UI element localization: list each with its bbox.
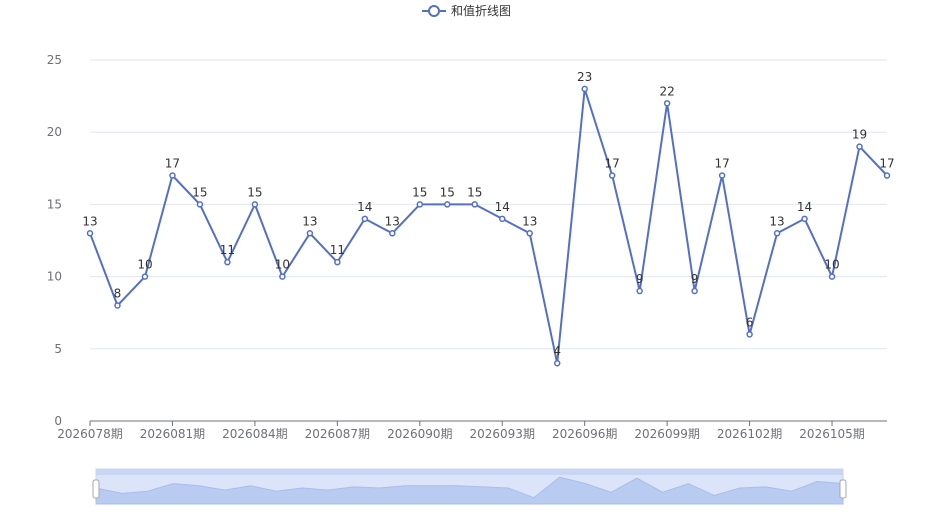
data-label: 13 bbox=[522, 214, 537, 228]
data-label: 9 bbox=[636, 272, 644, 286]
data-point bbox=[718, 172, 726, 179]
data-label: 15 bbox=[412, 185, 427, 199]
zoom-handle-left[interactable] bbox=[92, 479, 100, 499]
data-point bbox=[746, 331, 753, 338]
x-tick-label: 2026078期 bbox=[57, 427, 122, 441]
data-point bbox=[251, 201, 259, 208]
data-point bbox=[416, 201, 424, 208]
data-label: 19 bbox=[852, 128, 867, 142]
y-tick-label: 20 bbox=[47, 125, 62, 139]
data-label: 15 bbox=[247, 185, 262, 199]
data-point bbox=[608, 172, 616, 179]
data-label: 15 bbox=[192, 185, 207, 199]
data-point bbox=[389, 230, 396, 237]
y-axis: 0 5 10 15 20 25 bbox=[47, 53, 62, 428]
data-label: 15 bbox=[467, 185, 482, 199]
data-point bbox=[444, 201, 451, 208]
data-label: 9 bbox=[691, 272, 699, 286]
x-tick-label: 2026093期 bbox=[470, 427, 535, 441]
x-tick-label: 2026102期 bbox=[717, 427, 782, 441]
data-point bbox=[883, 172, 891, 179]
data-point bbox=[334, 258, 341, 266]
data-zoom-slider[interactable] bbox=[92, 468, 847, 505]
data-point bbox=[581, 85, 588, 93]
data-point bbox=[279, 273, 286, 280]
data-point bbox=[114, 302, 121, 309]
data-label: 22 bbox=[659, 84, 674, 98]
data-label: 15 bbox=[440, 185, 455, 199]
data-label: 13 bbox=[302, 214, 317, 228]
data-label: 11 bbox=[330, 243, 345, 257]
legend[interactable]: 和值折线图 bbox=[422, 3, 511, 18]
data-point bbox=[169, 172, 176, 179]
zoom-top-bar bbox=[96, 469, 843, 475]
data-label: 10 bbox=[824, 258, 839, 272]
grid-lines bbox=[90, 59, 887, 350]
data-point bbox=[773, 230, 781, 237]
x-tick-label: 2026096期 bbox=[552, 427, 617, 441]
data-point bbox=[856, 143, 863, 150]
data-point bbox=[526, 230, 533, 237]
data-label: 10 bbox=[137, 258, 152, 272]
x-tick-label: 2026084期 bbox=[222, 427, 287, 441]
data-label: 17 bbox=[605, 157, 620, 171]
series-sum bbox=[86, 85, 891, 367]
data-label: 23 bbox=[577, 70, 592, 84]
data-labels: 13 8 10 17 15 11 15 10 13 11 14 13 15 15 15 14 13 4 23 17 9 2… bbox=[82, 70, 894, 358]
y-tick-label: 10 bbox=[47, 270, 62, 284]
data-label: 11 bbox=[220, 243, 235, 257]
legend-circle-icon bbox=[428, 5, 440, 17]
data-point bbox=[471, 201, 479, 208]
data-point bbox=[361, 215, 369, 223]
data-point bbox=[801, 215, 808, 223]
data-label: 17 bbox=[879, 157, 894, 171]
data-point bbox=[141, 273, 149, 280]
data-point bbox=[224, 258, 231, 266]
data-point bbox=[553, 359, 561, 367]
data-label: 4 bbox=[553, 344, 561, 358]
x-axis: 2026078期 2026081期 2026084期 2026087期 2026090期… bbox=[57, 420, 887, 441]
y-tick-label: 15 bbox=[47, 197, 62, 211]
series-line bbox=[89, 87, 888, 365]
legend-label: 和值折线图 bbox=[451, 3, 511, 18]
data-label: 6 bbox=[746, 315, 754, 329]
data-point bbox=[828, 273, 836, 280]
data-label: 14 bbox=[495, 200, 510, 214]
x-tick-label: 2026087期 bbox=[305, 427, 370, 441]
data-label: 10 bbox=[275, 258, 290, 272]
data-label: 13 bbox=[769, 214, 784, 228]
y-tick-label: 0 bbox=[54, 414, 62, 428]
data-point bbox=[663, 100, 671, 107]
data-label: 14 bbox=[797, 200, 812, 214]
y-tick-label: 25 bbox=[47, 53, 62, 67]
x-tick-label: 2026090期 bbox=[387, 427, 452, 441]
zoom-handle-right[interactable] bbox=[839, 479, 847, 499]
x-tick-label: 2026105期 bbox=[799, 427, 864, 441]
y-tick-label: 5 bbox=[54, 342, 62, 356]
data-label: 14 bbox=[357, 200, 372, 214]
x-tick-label: 2026081期 bbox=[140, 427, 205, 441]
data-point bbox=[306, 230, 314, 237]
data-label: 13 bbox=[385, 214, 400, 228]
data-label: 8 bbox=[114, 286, 122, 300]
data-point bbox=[636, 287, 643, 295]
data-point bbox=[498, 215, 506, 223]
zoom-preview-area bbox=[95, 476, 844, 505]
data-label: 13 bbox=[82, 214, 97, 228]
data-point bbox=[196, 201, 204, 208]
data-point bbox=[86, 230, 94, 237]
data-label: 17 bbox=[165, 157, 180, 171]
x-tick-label: 2026099期 bbox=[634, 427, 699, 441]
data-point bbox=[691, 287, 698, 295]
data-label: 17 bbox=[714, 157, 729, 171]
